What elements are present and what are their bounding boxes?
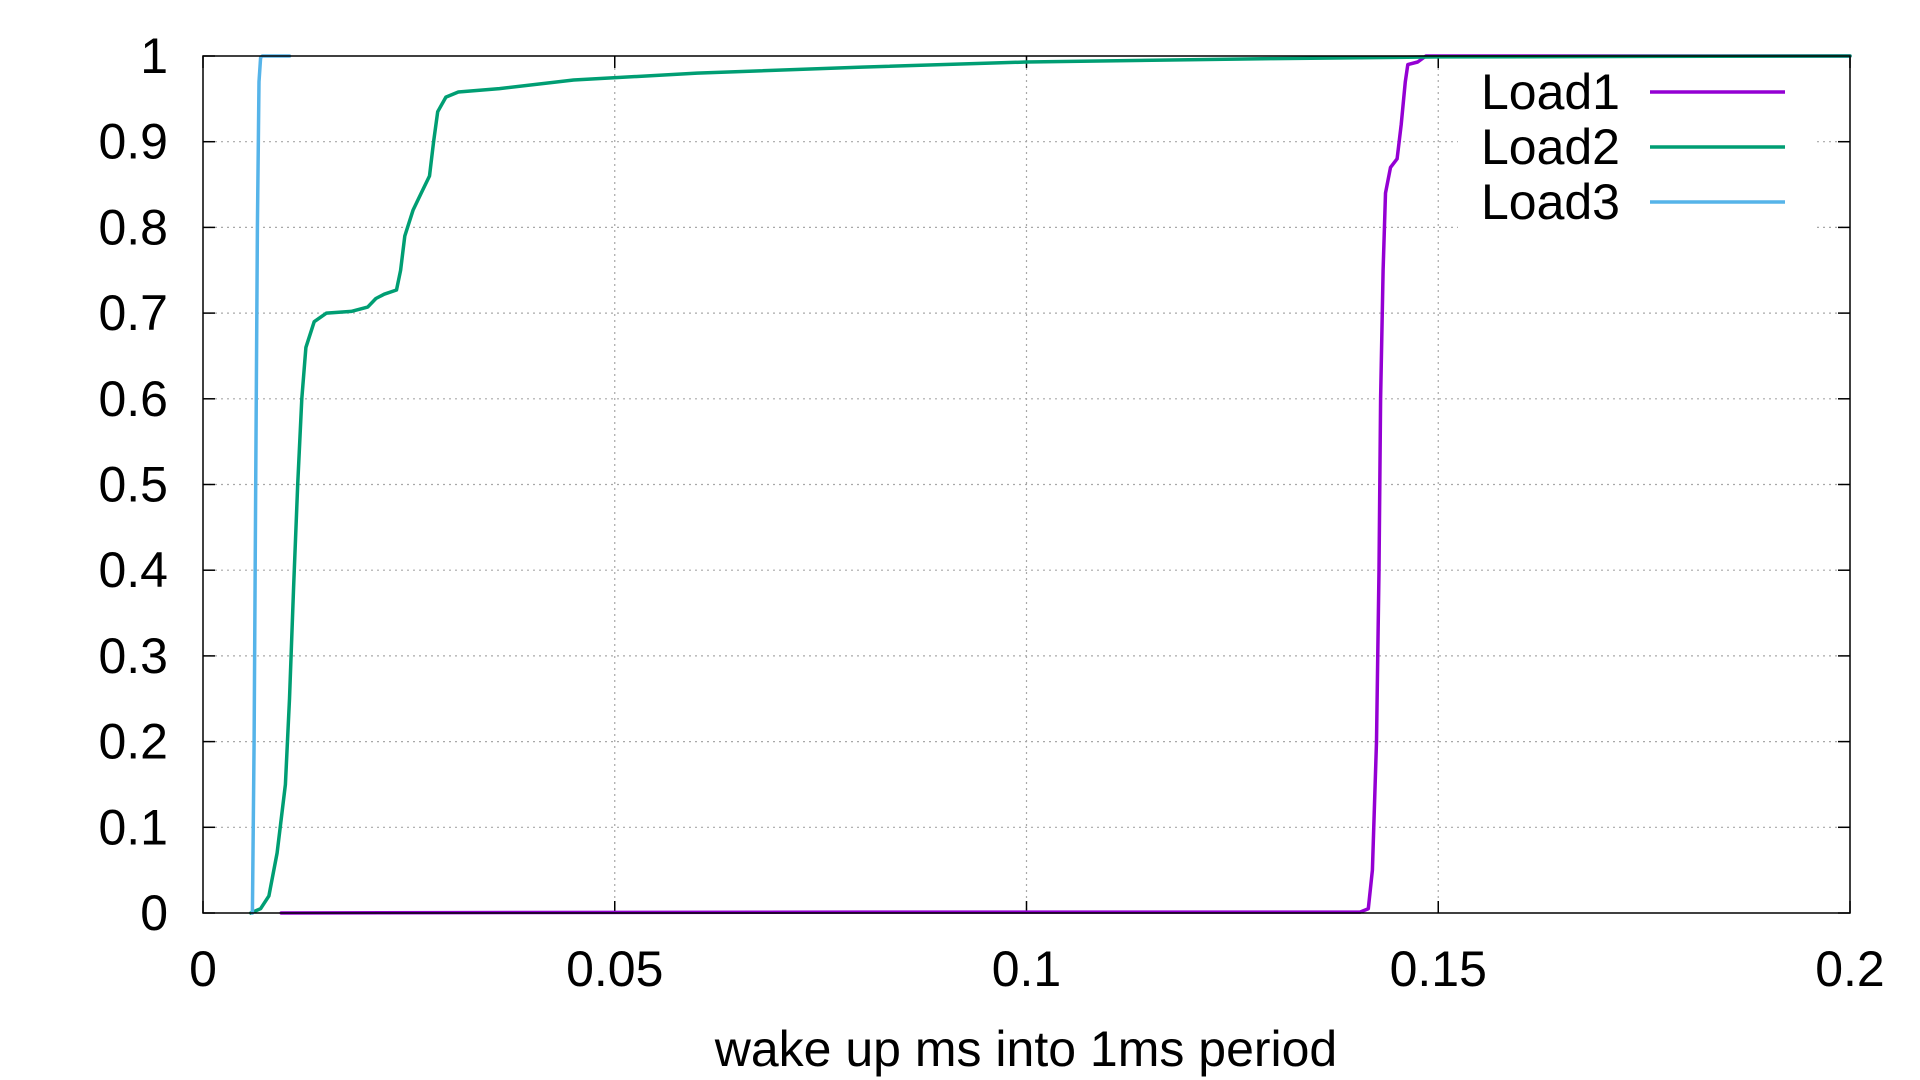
- plot-frame: [202, 55, 1851, 914]
- x-axis-label: wake up ms into 1ms period: [714, 1021, 1338, 1077]
- x-tick-label: 0.15: [1390, 941, 1487, 997]
- legend-label-load1: Load1: [1481, 64, 1620, 120]
- series-line-load1: [279, 54, 1852, 915]
- y-tick-label: 0.9: [98, 114, 168, 170]
- legend-label-load3: Load3: [1481, 174, 1620, 230]
- y-tick-label: 0.4: [98, 542, 168, 598]
- grid-layer: [203, 56, 1850, 913]
- y-tick-label: 0.5: [98, 457, 168, 513]
- x-tick-label: 0.05: [566, 941, 663, 997]
- y-tick-label: 0.8: [98, 199, 168, 255]
- y-tick-label: 0.1: [98, 799, 168, 855]
- x-tick-label: 0.1: [992, 941, 1062, 997]
- y-tick-label: 0.2: [98, 714, 168, 770]
- legend-label-load2: Load2: [1481, 119, 1620, 175]
- y-tick-label: 0.7: [98, 285, 168, 341]
- series-line-load2: [249, 54, 1852, 915]
- y-tick-label: 0.6: [98, 371, 168, 427]
- x-tick-label: 0.2: [1815, 941, 1885, 997]
- y-tick-label: 0.3: [98, 628, 168, 684]
- label-layer: 0 0.1 0.2 0.3 0.4 0.5 0.6 0.7 0.8 0.9 1 0 0.05 0.1 0.1…: [98, 28, 1884, 997]
- y-tick-label: 0: [140, 885, 168, 941]
- y-tick-label: 1: [140, 28, 168, 84]
- x-tick-label: 0: [189, 941, 217, 997]
